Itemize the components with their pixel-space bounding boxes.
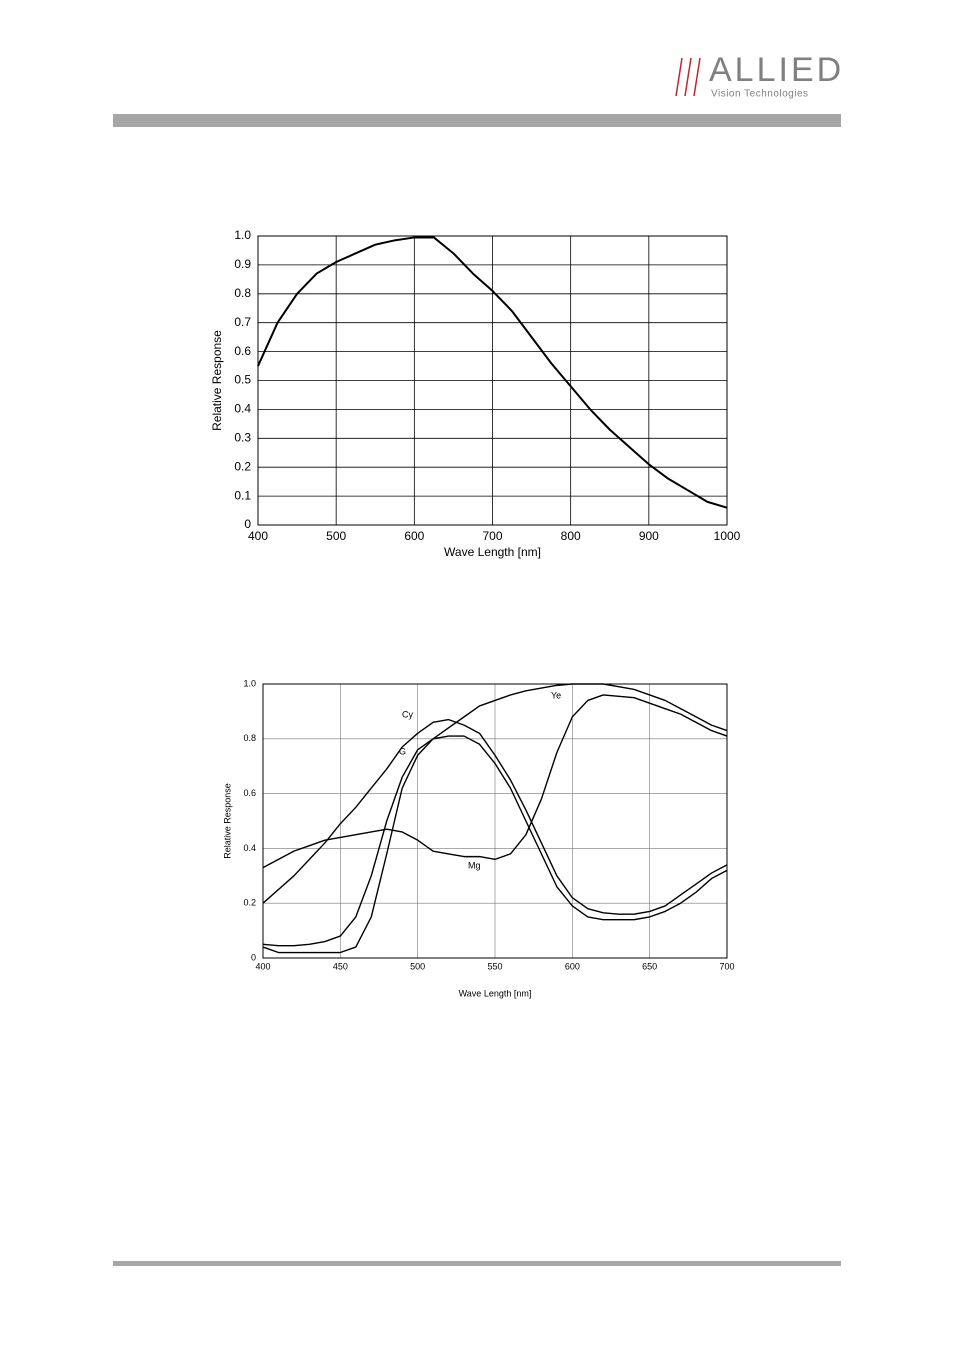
y-tick-label: 0.5 [234,373,251,387]
logo-slash [684,57,692,97]
x-tick-label: 800 [561,529,581,543]
x-tick-label: 450 [333,961,348,971]
logo-slash [693,57,701,97]
y-tick-label: 0.7 [234,315,251,329]
x-tick-label: 1000 [714,529,741,543]
x-tick-label: 400 [248,529,268,543]
series-label: Mg [468,860,481,870]
y-tick-label: 0.9 [234,257,251,271]
y-tick-label: 0 [251,952,256,962]
header-bar [113,114,841,127]
x-tick-label: 700 [482,529,502,543]
y-tick-label: 1.0 [234,228,251,242]
y-tick-label: 0 [244,517,251,531]
x-tick-label: 400 [255,961,270,971]
series-label: G [399,746,406,756]
y-tick-label: 0.4 [234,402,251,416]
y-tick-label: 0.6 [243,788,256,798]
y-axis-label: Relative Response [222,783,232,859]
y-tick-label: 0.1 [234,488,251,502]
x-tick-label: 500 [326,529,346,543]
logo-slash [675,57,683,97]
x-axis-label: Wave Length [nm] [459,988,532,998]
x-tick-label: 650 [642,961,657,971]
y-tick-label: 1.0 [243,678,256,688]
y-tick-label: 0.2 [243,898,256,908]
data-line [262,718,728,915]
y-tick-label: 0.8 [243,733,256,743]
data-line [262,683,728,954]
data-line [262,735,728,947]
data-line [257,236,728,509]
x-tick-label: 900 [639,529,659,543]
x-tick-label: 550 [487,961,502,971]
y-tick-label: 0.8 [234,286,251,300]
plot-frame [257,235,728,526]
series-label: Cy [402,709,413,719]
x-tick-label: 600 [404,529,424,543]
x-tick-label: 600 [565,961,580,971]
logo: ALLIED Vision Technologies [675,51,844,100]
y-tick-label: 0.3 [234,430,251,444]
y-tick-label: 0.2 [234,459,251,473]
footer-bar [113,1261,841,1266]
y-tick-label: 0.6 [234,344,251,358]
y-tick-label: 0.4 [243,843,256,853]
x-axis-label: Wave Length [nm] [444,545,541,559]
plot-frame [262,683,728,959]
y-axis-label: Relative Response [210,330,224,431]
series-label: Ye [551,690,561,700]
x-tick-label: 700 [719,961,734,971]
logo-text: ALLIED [709,51,844,89]
logo-tagline: Vision Technologies [711,89,809,100]
data-line [262,694,728,869]
x-tick-label: 500 [410,961,425,971]
